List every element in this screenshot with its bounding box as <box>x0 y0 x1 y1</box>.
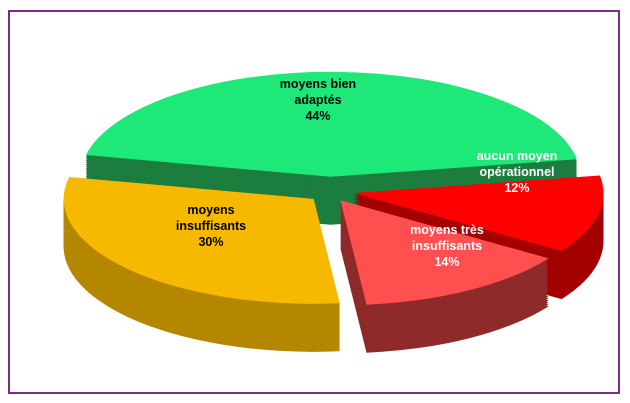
value-label: 44% <box>305 109 331 123</box>
category-label: moyens bien adaptés <box>279 77 357 107</box>
slice <box>340 200 549 305</box>
category-label: moyens très insuffisants <box>410 223 484 253</box>
category-label: moyens insuffisants <box>175 203 247 233</box>
slice <box>63 177 340 304</box>
slice-label: moyens très insuffisants 14% <box>400 222 495 270</box>
slice <box>353 175 604 252</box>
frame <box>8 10 620 394</box>
slice-label: aucun moyen opérationnel 12% <box>467 148 567 196</box>
slice-label: moyens bien adaptés 44% <box>266 76 371 124</box>
slice-label: moyens insuffisants 30% <box>169 202 254 250</box>
value-label: 12% <box>504 181 530 195</box>
slice <box>85 71 577 177</box>
value-label: 14% <box>434 255 460 269</box>
value-label: 30% <box>198 235 224 249</box>
category-label: aucun moyen opérationnel <box>476 149 558 179</box>
